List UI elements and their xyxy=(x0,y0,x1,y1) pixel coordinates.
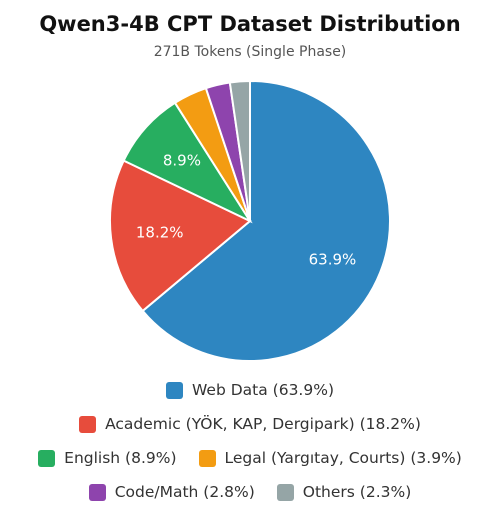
legend-row: Code/Math (2.8%) Others (2.3%) xyxy=(0,482,500,502)
chart-title: Qwen3-4B CPT Dataset Distribution xyxy=(39,12,461,36)
chart-subtitle: 271B Tokens (Single Phase) xyxy=(153,44,347,60)
legend-row: Web Data (63.9%) xyxy=(0,380,500,400)
legend-label: Code/Math (2.8%) xyxy=(114,483,255,501)
pie-chart: 63.9% 18.2% 8.9% xyxy=(109,79,391,362)
legend-row: Academic (YÖK, KAP, Dergipark) (18.2%) xyxy=(0,414,500,434)
legend-item-legal[interactable]: Legal (Yargıtay, Courts) (3.9%) xyxy=(198,449,462,467)
legend-swatch xyxy=(276,483,294,501)
legend-item-code-math[interactable]: Code/Math (2.8%) xyxy=(88,483,255,501)
legend-item-web-data[interactable]: Web Data (63.9%) xyxy=(166,381,334,399)
pie-slice-others[interactable] xyxy=(228,79,251,222)
legend-label: Web Data (63.9%) xyxy=(192,381,334,399)
pie-slice-web-data[interactable] xyxy=(141,79,391,362)
legend-label: English (8.9%) xyxy=(64,449,177,467)
legend-item-academic[interactable]: Academic (YÖK, KAP, Dergipark) (18.2%) xyxy=(79,415,421,433)
legend-label: Others (2.3%) xyxy=(302,483,412,501)
legend-swatch xyxy=(88,483,106,501)
legend-label: Legal (Yargıtay, Courts) (3.9%) xyxy=(224,449,462,467)
pie-slice-academic[interactable] xyxy=(109,159,252,313)
slice-label-english: 8.9% xyxy=(163,152,201,170)
slice-label-web-data: 63.9% xyxy=(309,250,357,268)
legend-swatch xyxy=(79,415,97,433)
legend-swatch xyxy=(198,449,216,467)
legend-label: Academic (YÖK, KAP, Dergipark) (18.2%) xyxy=(105,415,421,433)
legend-item-english[interactable]: English (8.9%) xyxy=(38,449,177,467)
legend-item-others[interactable]: Others (2.3%) xyxy=(276,483,412,501)
legend-swatch xyxy=(166,381,183,399)
slice-label-academic: 18.2% xyxy=(136,223,184,241)
legend-swatch xyxy=(38,449,56,467)
legend-row: English (8.9%) Legal (Yargıtay, Courts) … xyxy=(0,448,500,468)
chart-legend: Web Data (63.9%) Academic (YÖK, KAP, Der… xyxy=(0,380,500,516)
